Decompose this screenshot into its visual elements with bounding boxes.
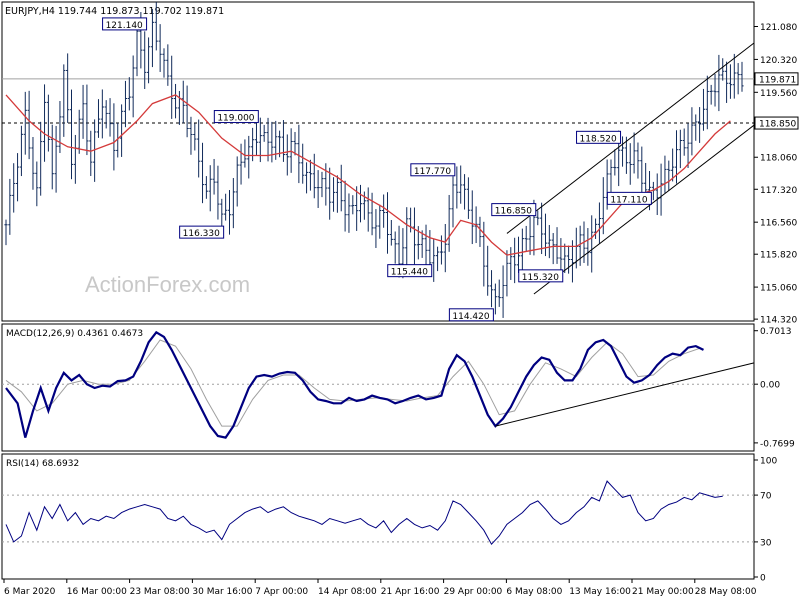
price-tick-label: 115.060 bbox=[760, 284, 797, 294]
time-tick-label: 6 May 08:00 bbox=[506, 587, 562, 597]
macd-header: MACD(12,26,9) 0.4361 0.4673 bbox=[6, 329, 143, 339]
time-tick-label: 23 Mar 08:00 bbox=[130, 587, 190, 597]
annotation-label: 119.000 bbox=[217, 114, 254, 124]
channel-line bbox=[506, 42, 755, 234]
time-tick-label: 16 Mar 00:00 bbox=[67, 587, 127, 597]
price-tick-label: 119.560 bbox=[760, 89, 797, 99]
time-tick-label: 21 Apr 16:00 bbox=[381, 587, 440, 597]
rsi-tick-label: 30 bbox=[760, 538, 772, 548]
price-annotation: 115.320 bbox=[518, 269, 564, 283]
symbol-header: EURJPY,H4 119.744 119.873 119.702 119.87… bbox=[5, 6, 224, 17]
annotation-box bbox=[448, 308, 494, 322]
annotation-box bbox=[518, 269, 564, 283]
watermark: ActionForex.com bbox=[85, 272, 250, 297]
price-marker-box bbox=[754, 116, 799, 130]
price-tick-label: 116.560 bbox=[760, 219, 797, 229]
price-pane-frame bbox=[1, 1, 755, 322]
price-marker-label: 118.850 bbox=[759, 120, 796, 130]
macd-tick-label: 0.7013 bbox=[760, 327, 792, 337]
rsi-pane-frame bbox=[1, 453, 755, 580]
macd-tick-label: 0.00 bbox=[760, 381, 780, 391]
rsi-tick-label: 0 bbox=[760, 574, 766, 584]
annotation-box bbox=[606, 191, 652, 205]
annotation-box bbox=[387, 264, 433, 278]
annotation-box bbox=[576, 130, 622, 144]
price-annotation: 114.420 bbox=[448, 308, 494, 322]
price-tick-label: 115.820 bbox=[760, 251, 797, 261]
price-annotation: 118.520 bbox=[576, 130, 622, 144]
trend-channel bbox=[506, 42, 755, 295]
annotation-label: 116.330 bbox=[183, 229, 220, 239]
time-tick-label: 29 Apr 00:00 bbox=[444, 587, 503, 597]
price-tick-label: 117.320 bbox=[760, 186, 797, 196]
price-tick-label: 114.320 bbox=[760, 316, 797, 326]
annotation-box bbox=[213, 110, 259, 124]
macd-trendline bbox=[495, 362, 755, 427]
candle-series bbox=[4, 2, 744, 318]
annotation-box bbox=[179, 225, 225, 239]
price-axis: 121.080 120.320 119.560 118.060 117.320 116.5… bbox=[754, 23, 797, 326]
time-tick-label: 14 Apr 08:00 bbox=[318, 587, 377, 597]
annotation-label: 116.850 bbox=[495, 207, 532, 217]
price-annotation: 115.440 bbox=[387, 264, 433, 278]
price-tick-label: 118.060 bbox=[760, 154, 797, 164]
price-tick-label: 121.080 bbox=[760, 23, 797, 33]
price-annotations: 121.140 119.000 116.330 117.770 115.440 114.4… bbox=[102, 17, 652, 322]
annotation-label: 121.140 bbox=[106, 21, 143, 31]
price-marker-box bbox=[754, 72, 799, 86]
annotation-box bbox=[410, 163, 456, 177]
annotation-label: 117.110 bbox=[610, 195, 647, 205]
rsi-line bbox=[5, 480, 723, 546]
price-reference-lines bbox=[2, 78, 754, 124]
annotation-label: 115.320 bbox=[522, 273, 559, 283]
annotation-label: 118.520 bbox=[580, 134, 617, 144]
channel-line bbox=[533, 124, 755, 295]
price-marker-label: 119.871 bbox=[759, 75, 796, 85]
time-tick-label: 30 Mar 16:00 bbox=[192, 587, 252, 597]
time-tick-label: 13 May 16:00 bbox=[569, 587, 631, 597]
macd-pane-frame bbox=[1, 323, 755, 452]
time-tick-label: 28 May 08:00 bbox=[695, 587, 757, 597]
price-tick-label: 120.320 bbox=[760, 56, 797, 66]
annotation-box bbox=[491, 203, 537, 217]
time-tick-label: 21 May 00:00 bbox=[632, 587, 694, 597]
rsi-tick-label: 70 bbox=[760, 492, 772, 502]
macd-axis: 0.7013 0.00 -0.7699 bbox=[2, 327, 795, 449]
macd-line bbox=[5, 330, 704, 439]
macd-tick-label: -0.7699 bbox=[760, 439, 795, 449]
price-annotation: 117.110 bbox=[606, 191, 652, 205]
price-annotation: 117.770 bbox=[410, 163, 456, 177]
price-markers: 119.871 118.850 bbox=[754, 72, 799, 130]
annotation-label: 114.420 bbox=[452, 312, 489, 322]
annotation-label: 117.770 bbox=[414, 167, 451, 177]
price-annotation: 116.850 bbox=[491, 203, 537, 217]
time-tick-label: 7 Apr 00:00 bbox=[255, 587, 308, 597]
price-annotation: 119.000 bbox=[213, 110, 259, 124]
annotation-label: 115.440 bbox=[391, 268, 428, 278]
rsi-header: RSI(14) 68.6932 bbox=[6, 459, 79, 469]
time-tick-label: 6 Mar 2020 bbox=[4, 587, 56, 597]
rsi-tick-label: 100 bbox=[760, 457, 777, 467]
time-axis: 6 Mar 2020 16 Mar 00:00 23 Mar 08:00 30 Mar… bbox=[3, 579, 757, 597]
price-annotation: 121.140 bbox=[102, 17, 148, 31]
annotation-box bbox=[102, 17, 148, 31]
price-annotation: 116.330 bbox=[179, 225, 225, 239]
